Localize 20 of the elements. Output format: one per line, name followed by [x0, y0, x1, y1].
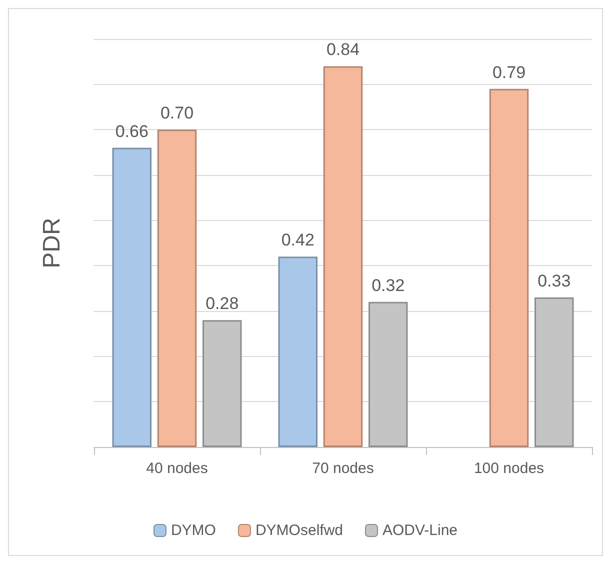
bar [489, 88, 529, 447]
legend-label: AODV-Line [382, 522, 458, 539]
data-label: 0.66 [115, 122, 148, 141]
data-label: 0.33 [538, 271, 571, 290]
y-axis-title: PDR [38, 218, 66, 268]
x-tick-label: 70 nodes [312, 460, 374, 477]
bar [157, 130, 197, 447]
data-label: 0.84 [326, 40, 360, 60]
bar [323, 66, 363, 447]
bar [278, 256, 318, 447]
bar [112, 148, 152, 447]
x-tick-label: 40 nodes [146, 460, 208, 477]
data-label: 0.42 [281, 230, 314, 250]
x-tick-label: 100 nodes [474, 460, 544, 477]
data-label: 0.32 [372, 276, 405, 295]
data-label: 0.28 [206, 294, 239, 314]
data-label: 0.79 [492, 62, 526, 82]
legend-label: DYMO [170, 522, 216, 539]
legend-label: DYMOselfwd [255, 522, 344, 539]
data-label: 0.70 [160, 104, 194, 123]
